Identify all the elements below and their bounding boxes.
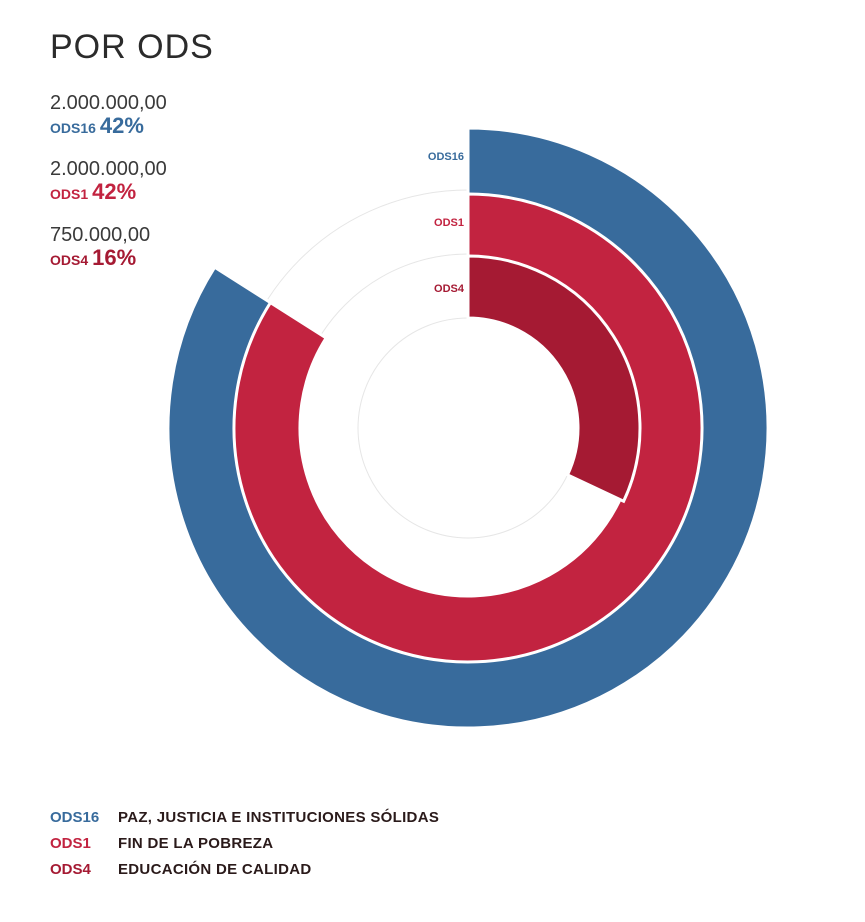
summary-code: ODS1 — [50, 186, 89, 202]
summary-item-ods1: 2.000.000,00 ODS1 42% — [50, 158, 167, 206]
legend-text: FIN DE LA POBREZA — [118, 834, 274, 852]
legend-code: ODS1 — [50, 834, 91, 852]
ring-label-ods1: ODS1 — [434, 217, 464, 229]
legend-item-ods16: ODS16 PAZ, JUSTICIA E INSTITUCIONES SÓLI… — [50, 804, 439, 830]
summary-list: 2.000.000,00 ODS16 42% 2.000.000,00 ODS1… — [50, 92, 167, 290]
summary-amount: 2.000.000,00 — [50, 158, 167, 180]
legend-code: ODS4 — [50, 860, 91, 878]
summary-code: ODS4 — [50, 252, 89, 268]
summary-percent: 42% — [99, 113, 144, 138]
summary-amount: 2.000.000,00 — [50, 92, 167, 114]
summary-item-ods4: 750.000,00 ODS4 16% — [50, 224, 167, 272]
legend: ODS16 PAZ, JUSTICIA E INSTITUCIONES SÓLI… — [50, 804, 439, 882]
legend-item-ods1: ODS1 FIN DE LA POBREZA — [50, 830, 439, 856]
legend-item-ods4: ODS4 EDUCACIÓN DE CALIDAD — [50, 856, 439, 882]
summary-code: ODS16 — [50, 120, 96, 136]
summary-percent: 16% — [92, 245, 137, 270]
summary-percent: 42% — [92, 179, 137, 204]
legend-text: EDUCACIÓN DE CALIDAD — [118, 860, 312, 878]
legend-code: ODS16 — [50, 808, 100, 826]
ring-label-ods16: ODS16 — [428, 151, 464, 163]
page-title: POR ODS — [50, 28, 214, 66]
legend-text: PAZ, JUSTICIA E INSTITUCIONES SÓLIDAS — [118, 808, 440, 826]
bar-ods4 — [466, 254, 642, 504]
summary-item-ods16: 2.000.000,00 ODS16 42% — [50, 92, 167, 140]
summary-amount: 750.000,00 — [50, 224, 151, 246]
ring-label-ods4: ODS4 — [434, 283, 465, 295]
